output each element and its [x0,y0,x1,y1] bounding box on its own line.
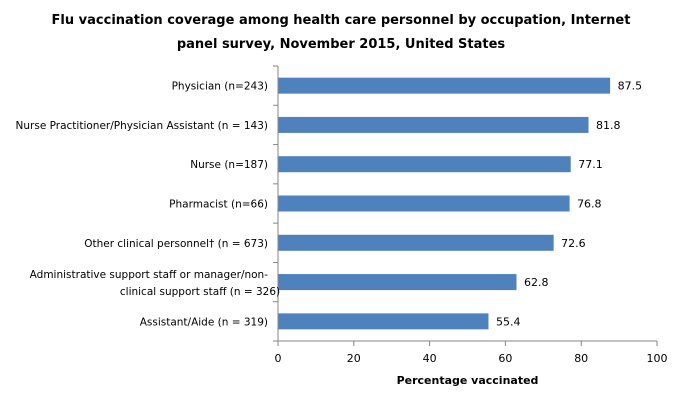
data-label: 77.1 [578,158,603,171]
category-label: Nurse (n=187) [190,159,268,171]
bar [278,274,517,291]
bar [278,77,611,94]
bar [278,313,489,330]
category-label: Nurse Practitioner/Physician Assistant (… [16,120,268,132]
x-tick-label: 40 [423,352,437,365]
bar [278,156,571,173]
chart-title-line: Flu vaccination coverage among health ca… [52,13,631,28]
category-label: Administrative support staff or manager/… [30,269,269,281]
category-label: Other clinical personnel† (n = 673) [84,238,268,250]
bar [278,116,589,133]
x-tick-label: 60 [498,352,512,365]
data-label: 81.8 [596,119,621,132]
category-label: Pharmacist (n=66) [169,199,268,211]
x-axis-title: Percentage vaccinated [397,374,539,387]
bar [278,234,554,251]
category-label: Assistant/Aide (n = 319) [140,316,268,328]
data-label: 62.8 [524,276,549,289]
data-label: 87.5 [618,80,643,93]
x-tick-label: 80 [574,352,588,365]
x-tick-label: 100 [647,352,668,365]
x-tick-label: 20 [347,352,361,365]
chart-title-line: panel survey, November 2015, United Stat… [177,37,506,52]
data-label: 76.8 [577,198,602,211]
data-label: 55.4 [496,315,521,328]
bar [278,195,570,212]
category-label: Physician (n=243) [172,81,268,93]
category-label: clinical support staff (n = 326) [120,286,280,298]
x-tick-label: 0 [275,352,282,365]
data-label: 72.6 [561,237,586,250]
